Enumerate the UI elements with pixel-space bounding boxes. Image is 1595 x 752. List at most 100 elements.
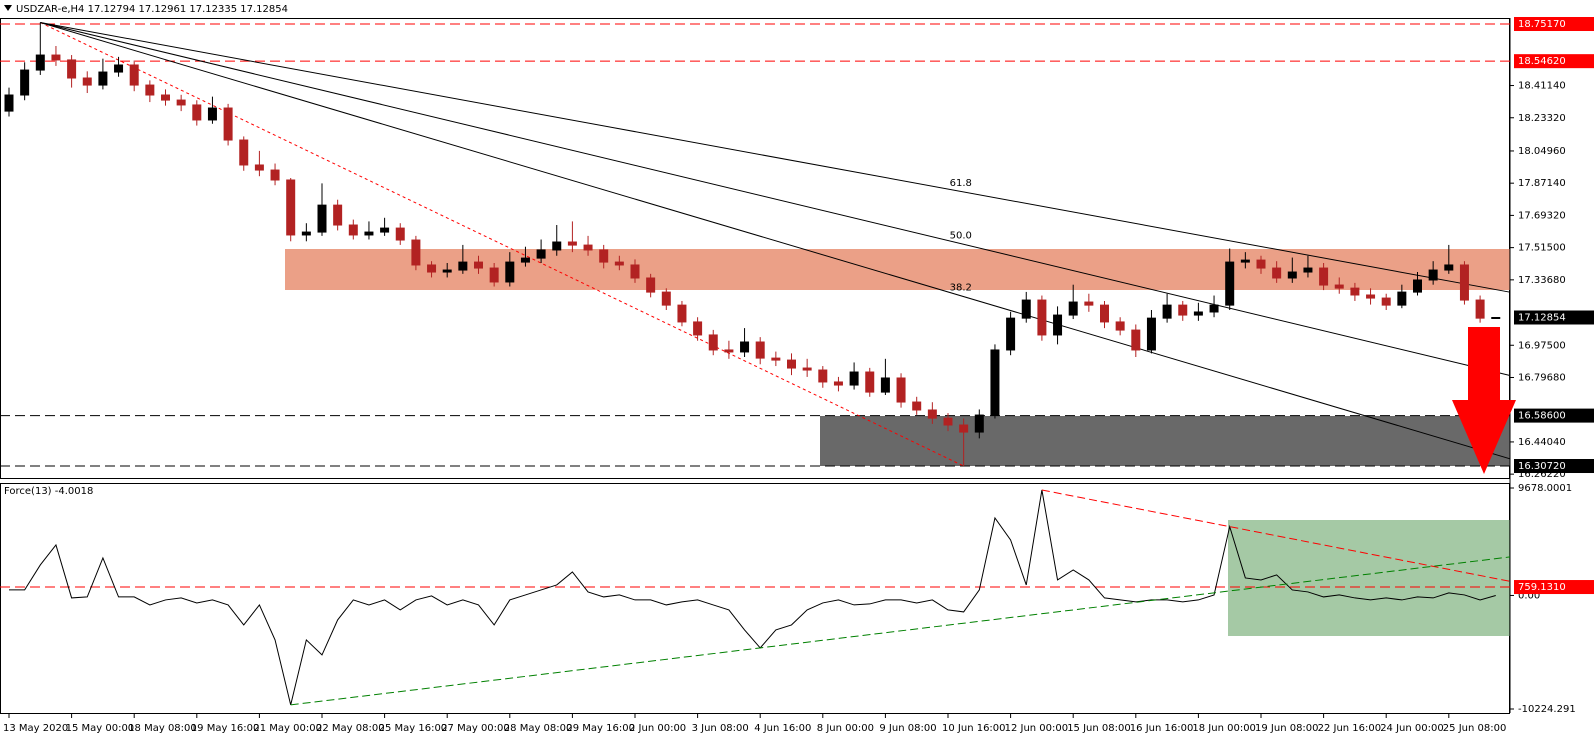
candle-body: [1272, 267, 1282, 279]
title-icon: [4, 5, 12, 11]
chart-title: USDZAR-e,H4 17.12794 17.12961 17.12335 1…: [16, 4, 288, 15]
candle-body: [1397, 291, 1407, 306]
fan-label: 50.0: [950, 230, 972, 241]
level-label: 16.30720: [1518, 461, 1566, 472]
candle-body: [1350, 287, 1360, 296]
candle-body: [1084, 301, 1094, 306]
candle-body: [1021, 299, 1031, 319]
price-label-box: [1514, 310, 1594, 325]
candle-body: [317, 204, 327, 233]
candle-body: [1459, 264, 1469, 301]
candle-body: [1334, 284, 1344, 289]
candle-body: [787, 359, 796, 369]
level-label: 759.1310: [1518, 582, 1566, 593]
candle-body: [552, 241, 562, 251]
x-tick-label: 3 Jun 08:00: [692, 723, 749, 734]
candle-body: [1225, 261, 1235, 306]
fan-label: 61.8: [950, 178, 972, 189]
candle-body: [1193, 311, 1203, 316]
y-tick-label: 16.44040: [1518, 437, 1566, 448]
candle-body: [207, 107, 217, 121]
candle-body: [395, 227, 405, 241]
candle-body: [536, 249, 546, 259]
candle-body: [724, 349, 734, 353]
plot-layer: 16.26220 16.44040 16.79680 16.97500 17.33680…: [0, 17, 1594, 734]
fan-line: [40, 22, 1511, 460]
candle-body: [912, 401, 922, 411]
candle-body: [661, 291, 671, 306]
x-tick-label: 10 Jun 16:00: [942, 723, 1006, 734]
candle-body: [35, 54, 45, 71]
candle-body: [176, 99, 186, 106]
candle-body: [833, 381, 843, 386]
x-tick-label: 12 Jun 00:00: [1005, 723, 1069, 734]
x-tick-label: 22 Jun 16:00: [1318, 723, 1382, 734]
candle-body: [896, 377, 906, 403]
candle-body: [802, 367, 812, 371]
fan-baseline: [40, 22, 964, 467]
candle-body: [646, 277, 656, 293]
candle-body: [693, 321, 703, 336]
candle-body: [520, 257, 530, 263]
candle-body: [990, 349, 1000, 416]
candle-body: [630, 264, 640, 279]
candle-body: [380, 227, 390, 233]
candle-body: [67, 59, 77, 79]
candle-body: [1287, 271, 1297, 279]
candle-body: [1381, 297, 1391, 306]
y-tick-label: 17.69320: [1518, 210, 1566, 221]
x-tick-label: 25 May 16:00: [379, 723, 448, 734]
candle-body: [1240, 259, 1250, 263]
x-tick-label: 28 May 08:00: [504, 723, 573, 734]
y-tick-label: 16.26220: [1518, 469, 1566, 480]
candle-body: [51, 54, 61, 61]
level-label-box: [1514, 580, 1594, 595]
candle-body: [771, 357, 781, 361]
candle-body: [1053, 314, 1063, 336]
candle-body: [1366, 294, 1376, 299]
y-tick-label: 17.33680: [1518, 275, 1566, 286]
y-tick-label: 18.04960: [1518, 146, 1566, 157]
x-tick-label: 4 Jun 16:00: [754, 723, 811, 734]
candle-body: [1006, 317, 1016, 351]
x-tick-label: 19 May 16:00: [191, 723, 260, 734]
y-tick-label: 0.00: [1518, 590, 1540, 601]
candle-body: [145, 84, 155, 96]
candle-body: [223, 107, 233, 141]
y-tick-label: 17.51500: [1518, 243, 1566, 254]
candle-body: [677, 304, 687, 323]
y-tick-label: -10224.291: [1518, 704, 1576, 715]
candle-body: [927, 409, 937, 419]
x-tick-label: 22 May 08:00: [316, 723, 385, 734]
candle-body: [286, 179, 296, 236]
candle-body: [20, 69, 30, 96]
x-tick-label: 15 Jun 08:00: [1067, 723, 1131, 734]
candle-body: [567, 241, 577, 246]
y-tick-label: 18.23320: [1518, 113, 1566, 124]
candle-body: [4, 94, 14, 112]
arrow-head: [1452, 400, 1516, 474]
arrow-shaft: [1468, 327, 1500, 401]
candle-body: [348, 224, 358, 236]
candle-body: [1319, 267, 1329, 286]
candle-body: [1037, 299, 1047, 336]
candle-body: [1303, 267, 1313, 273]
level-label-box: [1514, 17, 1594, 32]
candle-body: [1413, 279, 1422, 293]
candle-body: [1428, 269, 1438, 281]
x-tick-label: 16 Jun 16:00: [1130, 723, 1194, 734]
candle-body: [1131, 329, 1141, 351]
candle-body: [880, 377, 890, 393]
candle-body: [474, 261, 483, 269]
level-label-box: [1514, 459, 1594, 474]
candle-body: [740, 341, 750, 353]
x-tick-label: 21 May 00:00: [253, 723, 322, 734]
y-tick-label: 18.41140: [1518, 81, 1566, 92]
candle-body: [1162, 304, 1172, 319]
fan-line: [40, 22, 1511, 376]
candle-body: [505, 261, 515, 283]
x-tick-label: 18 Jun 00:00: [1192, 723, 1256, 734]
force-support-line: [290, 556, 1511, 706]
